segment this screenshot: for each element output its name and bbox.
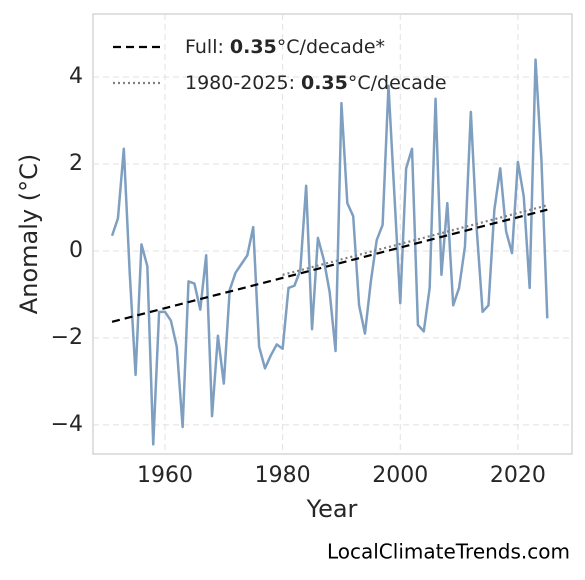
x-tick-label: 2020 [490,463,546,488]
data-line [110,58,549,446]
y-tick-label: 0 [69,238,83,263]
trend-line [111,208,548,323]
x-axis-label: Year [306,495,358,523]
x-tick-label: 1980 [255,463,311,488]
legend-name: 1980-2025: [185,72,295,94]
plot-frame [92,13,573,455]
legend-rate: 0.35 [230,36,277,58]
legend-rate: 0.35 [301,72,348,94]
legend-name: Full: [185,36,224,58]
x-tick-label: 1960 [137,463,193,488]
legend-unit: °C/decade* [277,36,385,58]
y-axis-label: Anomaly (°C) [15,154,43,314]
watermark: LocalClimateTrends.com [327,540,570,564]
trend-line [282,204,548,276]
legend-label: Full: 0.35°C/decade* [185,36,385,58]
y-tick-label: 4 [69,64,83,89]
legend-label: 1980-2025: 0.35°C/decade [185,72,447,94]
y-tick-label: −2 [51,325,83,350]
legend-unit: °C/decade [348,72,447,94]
y-tick-label: −4 [51,412,83,437]
x-tick-label: 2000 [372,463,428,488]
y-tick-label: 2 [69,151,83,176]
